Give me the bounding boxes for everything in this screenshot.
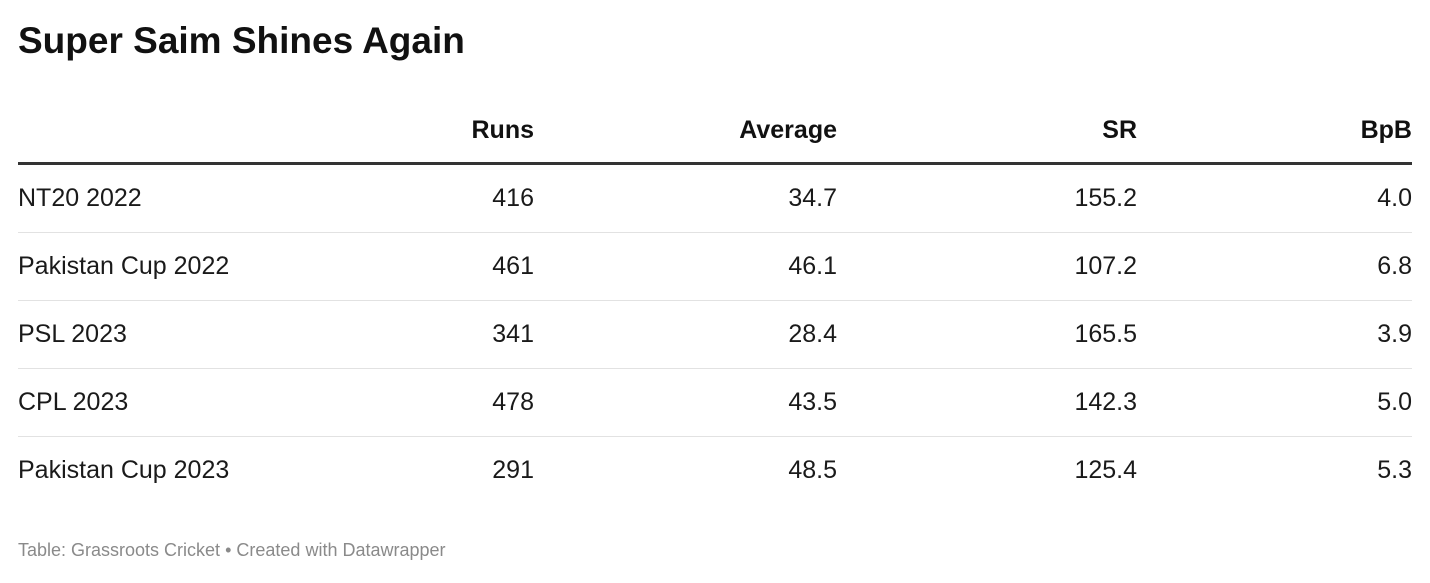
cell-sr: 125.4 [1074,456,1137,484]
cell-average: 46.1 [534,232,837,301]
row-label: PSL 2023 [18,300,373,369]
cell-runs: 341 [373,300,534,369]
header-cell-label [18,98,373,165]
cell-bpb: 6.8 [1137,232,1412,301]
cell-bpb: 5.3 [1377,456,1412,484]
data-table: Runs Average SR BpB NT20 2022 416 34.7 1… [18,98,1412,504]
cell-average: 34.7 [534,163,837,233]
header-cell-average: Average [534,98,837,165]
row-label: NT20 2022 [18,163,373,233]
cell-bpb: 3.9 [1137,300,1412,369]
cell-runs: 416 [373,163,534,233]
separator-dot: • [225,540,232,560]
table-row: Pakistan Cup 2022 461 46.1 107.2 6.8 [18,232,1412,301]
header-cell-sr: SR [837,98,1137,165]
cell-bpb: 4.0 [1137,163,1412,233]
cell-sr: 142.3 [837,368,1137,437]
credit-text: Created with Datawrapper [236,540,446,560]
cell-runs: 461 [373,232,534,301]
cell-average: 28.4 [534,300,837,369]
row-label: Pakistan Cup 2022 [18,232,373,301]
table-row: NT20 2022 416 34.7 155.2 4.0 [18,163,1412,233]
cell-average: 43.5 [534,368,837,437]
header-cell-bpb: BpB [1137,98,1412,165]
footer-note: Table: Grassroots Cricket • Created with… [18,540,446,561]
table-row: CPL 2023 478 43.5 142.3 5.0 [18,368,1412,437]
cell-runs: 291 [492,456,534,484]
chart-title: Super Saim Shines Again [18,20,465,61]
row-label: Pakistan Cup 2023 [18,456,230,484]
header-row: Runs Average SR BpB [18,98,1412,165]
cell-sr: 107.2 [837,232,1137,301]
cell-average: 48.5 [788,456,837,484]
source-text: Table: Grassroots Cricket [18,540,221,560]
cell-sr: 155.2 [837,163,1137,233]
table-row: PSL 2023 341 28.4 165.5 3.9 [18,300,1412,369]
table-row: Pakistan Cup 2023 291 48.5 125.4 5.3 [18,437,1412,505]
cell-sr: 165.5 [837,300,1137,369]
cell-runs: 478 [373,368,534,437]
row-label: CPL 2023 [18,368,373,437]
cell-bpb: 5.0 [1137,368,1412,437]
header-cell-runs: Runs [373,98,534,165]
